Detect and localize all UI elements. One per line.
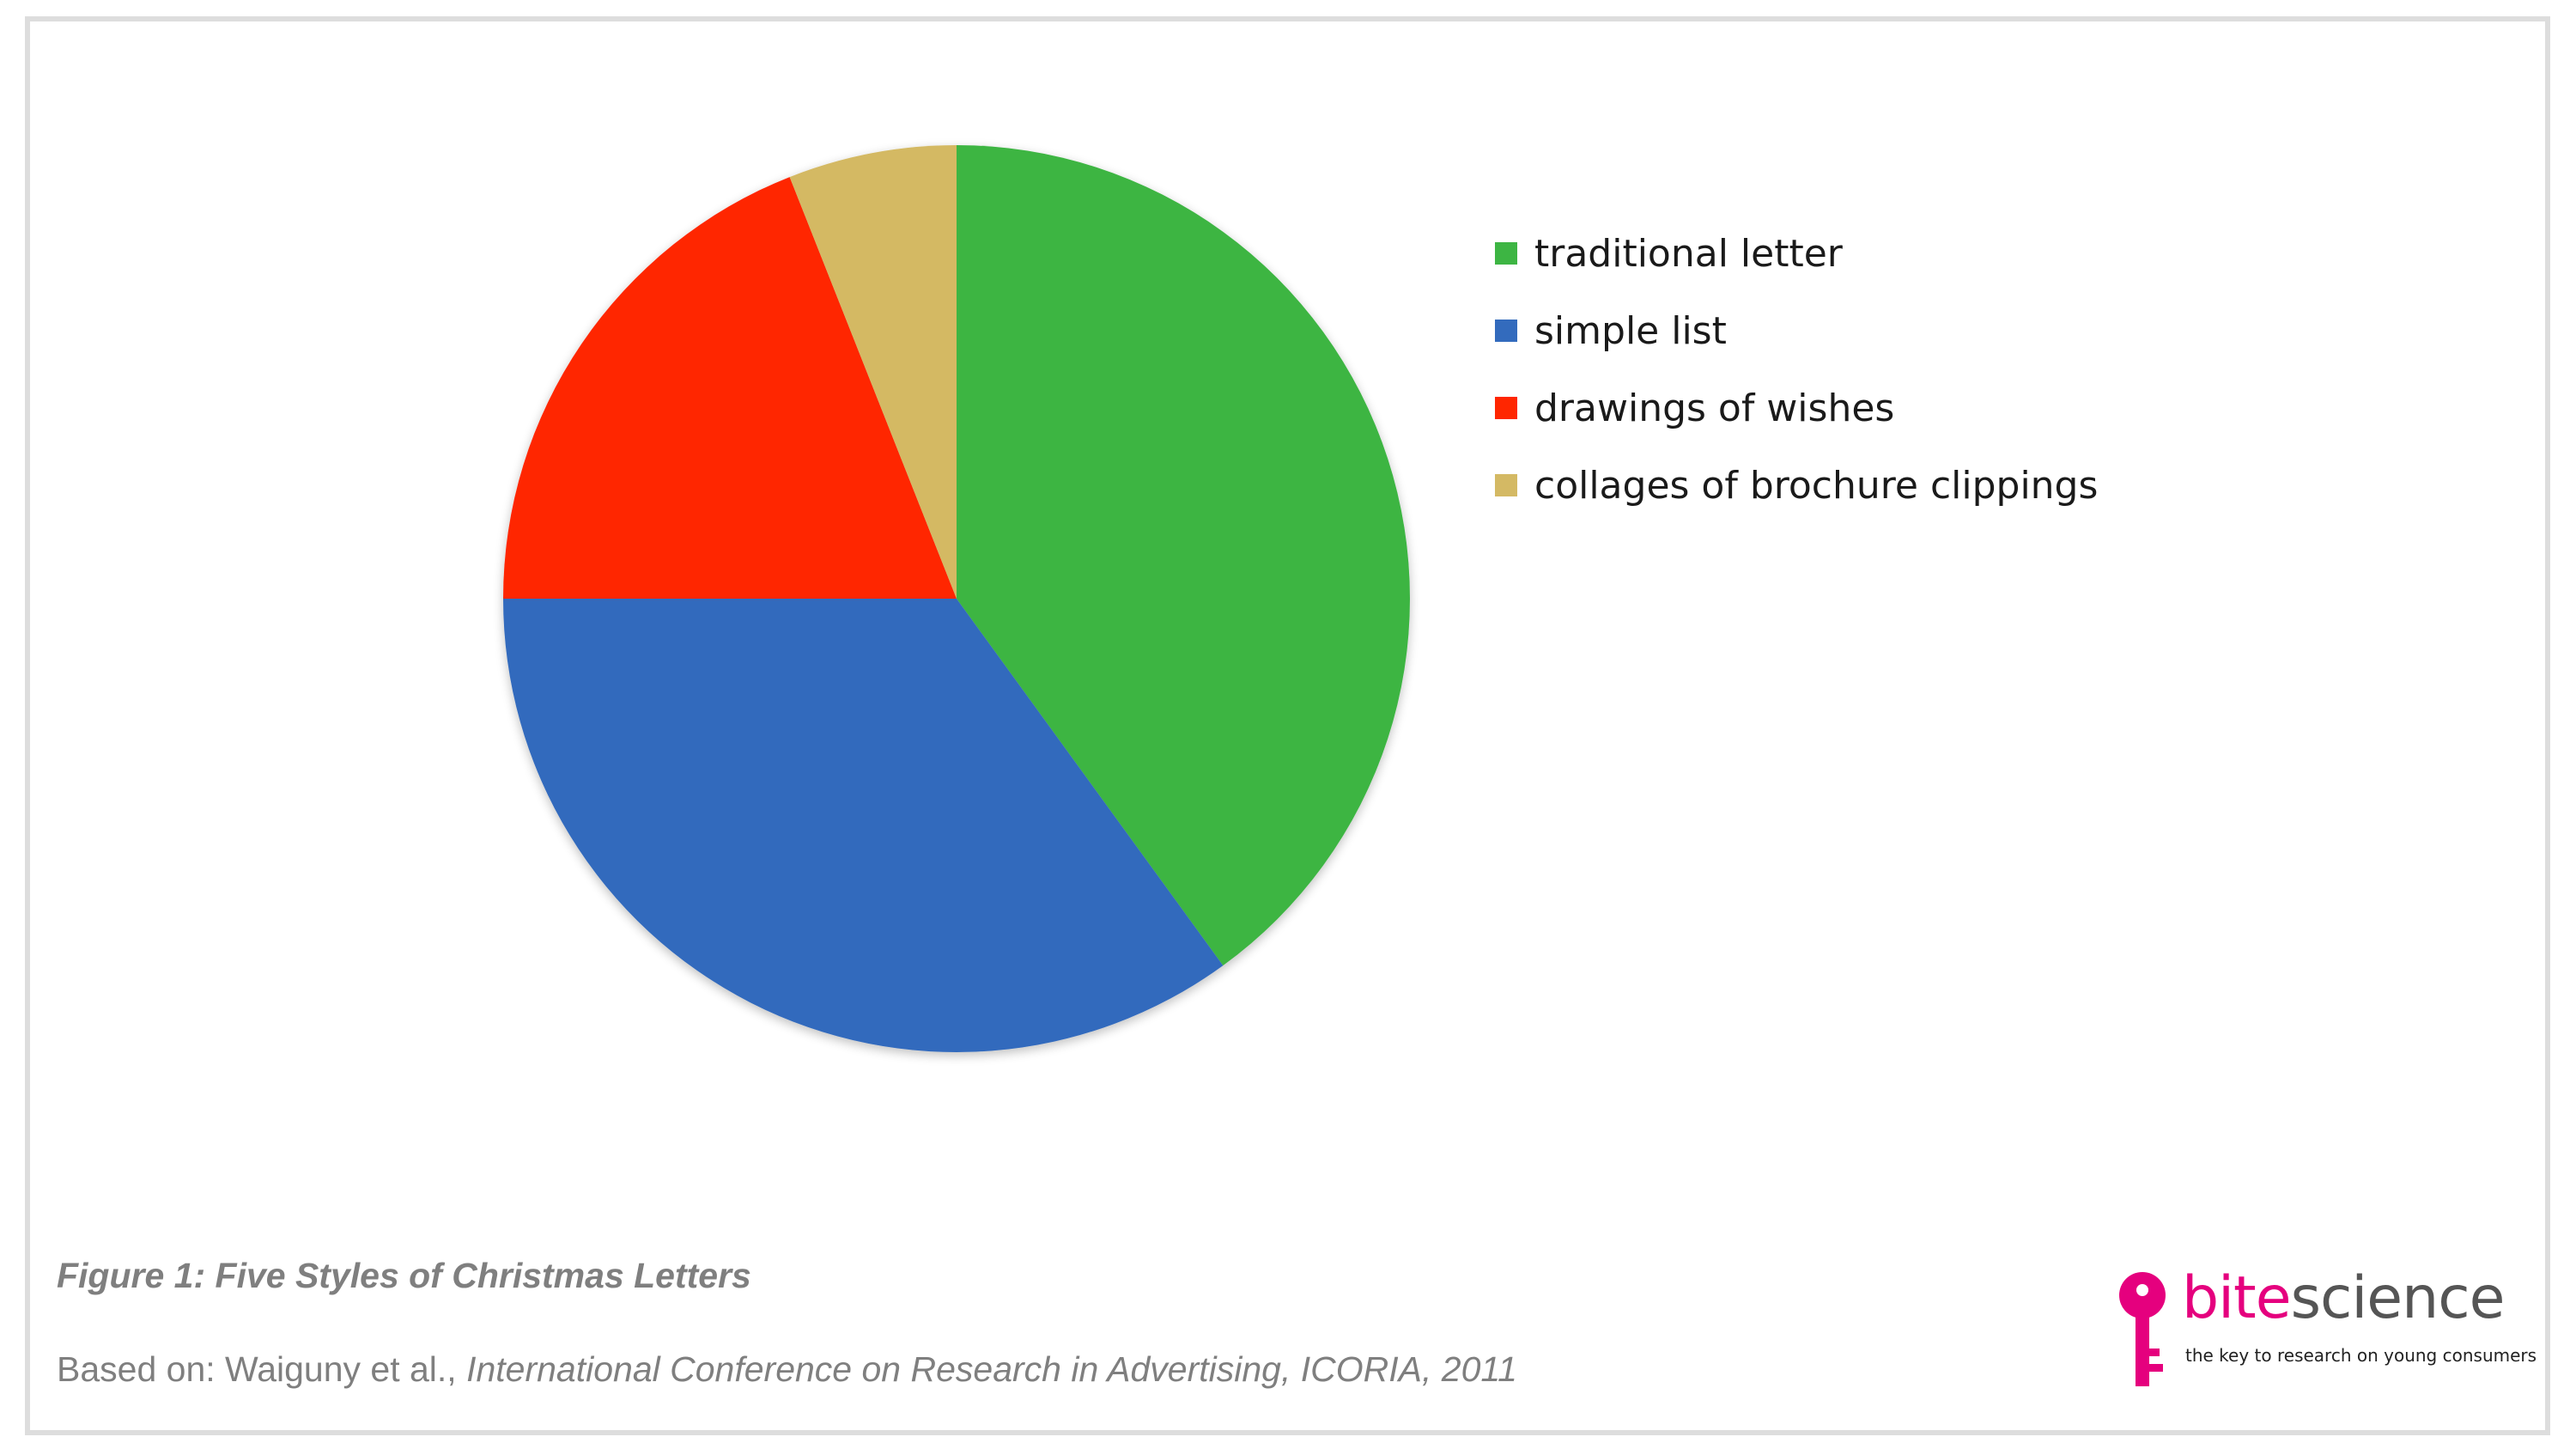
brand-name-science: science: [2290, 1264, 2506, 1332]
brand-logo: bitescience the key to research on young…: [2117, 1264, 2537, 1390]
legend: traditional letter simple list drawings of…: [1495, 215, 2098, 524]
pie-slice-simple-list: [503, 599, 1224, 1052]
legend-item: collages of brochure clippings: [1495, 447, 2098, 524]
legend-swatch: [1495, 474, 1517, 496]
legend-label: simple list: [1534, 308, 1727, 353]
legend-item: drawings of wishes: [1495, 369, 2098, 447]
brand-name: bitescience: [2182, 1264, 2506, 1332]
legend-label: collages of brochure clippings: [1534, 463, 2099, 508]
legend-label: traditional letter: [1534, 231, 1843, 276]
legend-item: traditional letter: [1495, 215, 2098, 292]
pie-slice-drawings-of-wishes: [503, 177, 957, 600]
legend-swatch: [1495, 320, 1517, 342]
legend-swatch: [1495, 397, 1517, 419]
brand-tagline: the key to research on young consumers: [2185, 1345, 2537, 1366]
figure-caption-source: Based on: Waiguny et al., International …: [57, 1349, 1517, 1390]
pie-slice-traditional-letter: [957, 145, 1410, 966]
key-icon: [2119, 1272, 2166, 1386]
legend-label: drawings of wishes: [1534, 386, 1895, 430]
legend-swatch: [1495, 242, 1517, 265]
figure-caption-title: Figure 1: Five Styles of Christmas Lette…: [57, 1256, 751, 1295]
source-italic: International Conference on Research in …: [466, 1349, 1517, 1389]
source-prefix: Based on: Waiguny et al.,: [57, 1349, 467, 1389]
brand-name-bite: bite: [2182, 1264, 2292, 1332]
pie-slice-collages-of-brochure-clippings: [789, 145, 957, 599]
legend-item: simple list: [1495, 292, 2098, 369]
